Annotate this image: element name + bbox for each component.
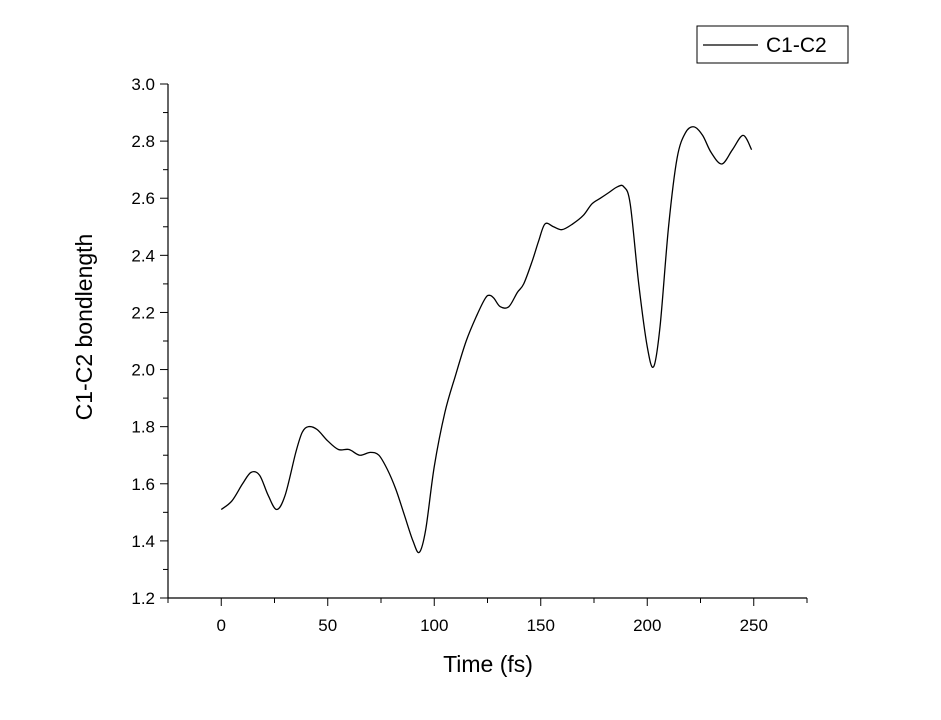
x-tick-label: 0 (217, 616, 226, 635)
y-tick-label: 1.8 (131, 418, 155, 437)
x-tick-label: 250 (740, 616, 768, 635)
x-tick-label: 100 (420, 616, 448, 635)
x-tick-label: 50 (318, 616, 337, 635)
y-tick-label: 1.6 (131, 475, 155, 494)
x-tick-label: 200 (633, 616, 661, 635)
y-tick-label: 3.0 (131, 75, 155, 94)
y-tick-label: 1.2 (131, 589, 155, 608)
y-tick-label: 2.8 (131, 132, 155, 151)
legend-label-c1-c2: C1-C2 (766, 34, 827, 57)
y-axis-ticks: 1.2 1.4 1.6 1.8 2.0 2.2 2.4 2.6 2.8 3.0 (131, 75, 168, 608)
x-axis-ticks: 0 50 100 150 200 250 (167, 598, 808, 635)
x-axis-title: Time (fs) (443, 651, 533, 677)
y-tick-label: 2.6 (131, 189, 155, 208)
y-tick-label: 2.2 (131, 303, 155, 322)
y-tick-label: 2.4 (131, 246, 155, 265)
series-line-0 (220, 126, 753, 554)
y-tick-label: 2.0 (131, 361, 155, 380)
legend: C1-C2 (696, 25, 849, 64)
y-tick-label: 1.4 (131, 532, 155, 551)
y-axis-title: C1-C2 bondlength (71, 234, 97, 421)
series-layer (220, 126, 753, 554)
plot-axes (167, 84, 807, 599)
x-tick-label: 150 (527, 616, 555, 635)
